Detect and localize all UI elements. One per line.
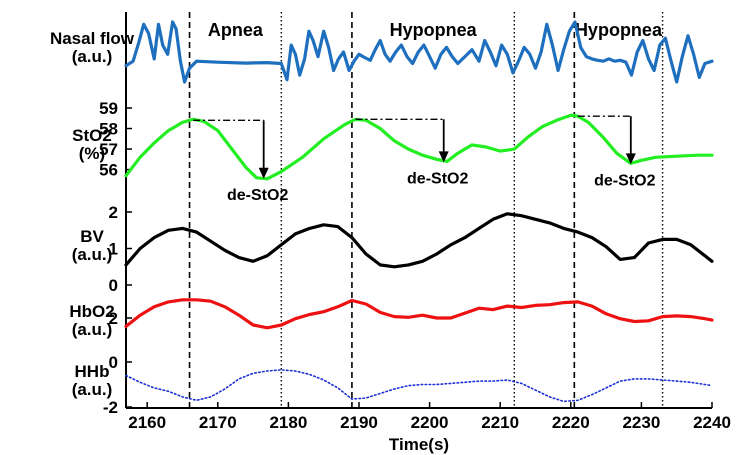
y-tick-label: -2 bbox=[103, 398, 118, 417]
x-tick-label: 2180 bbox=[269, 413, 307, 432]
panel-ylabel-line: (a.u.) bbox=[72, 245, 113, 264]
panel-ylabel-line: HbO2 bbox=[69, 302, 114, 321]
desat-label: de-StO2 bbox=[407, 170, 468, 187]
event-label: Hypopnea bbox=[390, 20, 478, 40]
y-tick-label: 0 bbox=[109, 353, 118, 372]
panel-ylabel-line: Nasal flow bbox=[50, 29, 135, 48]
series-line bbox=[124, 113, 714, 181]
x-tick-label: 2220 bbox=[552, 413, 590, 432]
panel-ylabel-line: StO2 bbox=[72, 126, 112, 145]
x-axis-title: Time(s) bbox=[389, 435, 449, 454]
y-tick-label: 2 bbox=[109, 309, 118, 328]
x-tick-label: 2200 bbox=[411, 413, 449, 432]
desat-label: de-StO2 bbox=[594, 172, 655, 189]
y-tick-label: 59 bbox=[99, 99, 118, 118]
series-line bbox=[125, 369, 713, 403]
series-line bbox=[124, 20, 714, 84]
x-tick-label: 2240 bbox=[693, 413, 731, 432]
event-label: Apnea bbox=[208, 20, 264, 40]
panel-ylabel-line: HHb bbox=[75, 362, 110, 381]
desat-arrowhead bbox=[438, 151, 449, 163]
panel-ylabel-line: BV bbox=[80, 227, 104, 246]
panel-ylabel-line: (a.u.) bbox=[72, 47, 113, 66]
y-tick-label: 2 bbox=[109, 203, 118, 222]
panel-ylabel-line: (%) bbox=[79, 144, 105, 163]
y-tick-label: 58 bbox=[99, 120, 118, 139]
y-tick-label: 1 bbox=[109, 240, 118, 259]
desat-arrowhead bbox=[258, 167, 269, 179]
desat-arrowhead bbox=[625, 153, 636, 165]
x-tick-label: 2190 bbox=[340, 413, 378, 432]
x-tick-label: 2170 bbox=[199, 413, 237, 432]
desat-label: de-StO2 bbox=[227, 187, 288, 204]
x-tick-label: 2230 bbox=[622, 413, 660, 432]
series-line bbox=[124, 212, 714, 269]
event-label: Hypopnea bbox=[575, 20, 663, 40]
series-line bbox=[124, 298, 714, 330]
x-tick-label: 2210 bbox=[481, 413, 519, 432]
panel-ylabel-line: (a.u.) bbox=[72, 380, 113, 399]
x-tick-label: 2160 bbox=[128, 413, 166, 432]
y-tick-label: 0 bbox=[109, 276, 118, 295]
y-tick-label: 56 bbox=[99, 161, 118, 180]
y-tick-label: 57 bbox=[99, 140, 118, 159]
panel-ylabel-line: (a.u.) bbox=[72, 320, 113, 339]
